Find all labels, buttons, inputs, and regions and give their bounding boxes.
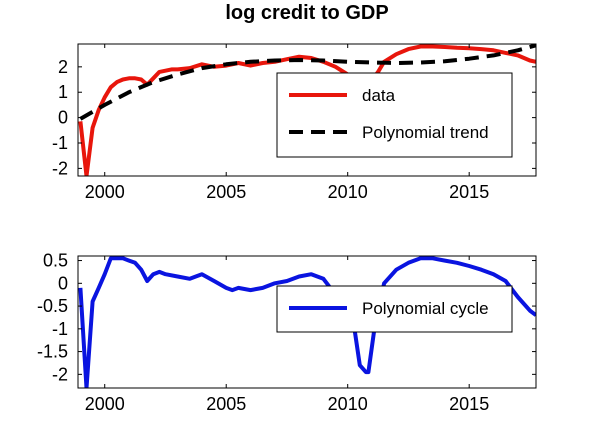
axes-frame	[77, 43, 537, 177]
legend-label: Polynomial cycle	[362, 299, 489, 318]
chart-title: log credit to GDP	[225, 2, 388, 24]
x-tick-label: 2015	[449, 182, 489, 202]
bottom-panel: 2000 2005 2010 2015 0.50 -0.5 -1 -1.5-2 Polynomi…	[37, 251, 537, 414]
series-group	[78, 256, 536, 388]
y-tick-label: -2	[52, 158, 68, 178]
series-line-polynomial-cycle	[78, 256, 536, 388]
y-tick-label: -1	[52, 133, 68, 153]
top-panel: 2000 2005 2010 2015 -2 -1 0 1 2 data Polynomial tr…	[52, 43, 537, 202]
axes-frame	[77, 255, 537, 389]
x-tick-label: 2000	[85, 394, 125, 414]
y-tick-label: -0.5	[37, 296, 68, 316]
x-tick-label: 2015	[449, 394, 489, 414]
y-tick-label: -2	[52, 364, 68, 384]
legend-label: data	[362, 86, 396, 105]
legend-box	[276, 72, 513, 158]
legend: Polynomial cycle	[276, 285, 513, 333]
y-tick-label: -1.5	[37, 342, 68, 362]
y-tick-label: -1	[52, 319, 68, 339]
x-tick-label: 2010	[328, 394, 368, 414]
x-tick-label: 2010	[328, 182, 368, 202]
series-line-polynomial-trend	[79, 44, 536, 121]
legend-label: Polynomial trend	[362, 123, 489, 142]
y-tick-label: 2	[58, 57, 68, 77]
series-group	[78, 44, 536, 176]
x-tick-label: 2005	[206, 182, 246, 202]
legend: data Polynomial trend	[276, 72, 513, 158]
y-tick-label: 1	[58, 82, 68, 102]
x-tick-label: 2005	[206, 394, 246, 414]
y-tick-label: 0	[58, 273, 68, 293]
y-tick-label: 0.5	[43, 251, 68, 271]
x-tick-label: 2000	[85, 182, 125, 202]
y-tick-label: 0	[58, 108, 68, 128]
